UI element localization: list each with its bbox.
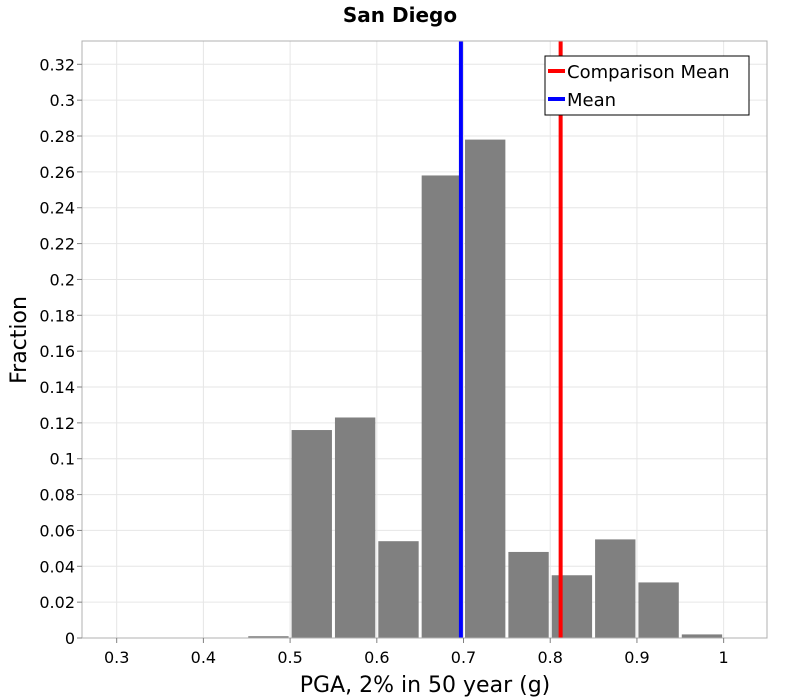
y-tick-label: 0.06 bbox=[39, 521, 75, 540]
histogram-bar bbox=[638, 582, 679, 638]
y-tick-label: 0.12 bbox=[39, 414, 75, 433]
y-tick-label: 0.08 bbox=[39, 486, 75, 505]
y-tick-label: 0.18 bbox=[39, 306, 75, 325]
histogram-bar bbox=[291, 430, 332, 638]
y-tick-label: 0.3 bbox=[50, 91, 75, 110]
x-axis-title: PGA, 2% in 50 year (g) bbox=[300, 673, 551, 698]
x-tick-label: 0.4 bbox=[191, 648, 216, 667]
plot-area-frame bbox=[81, 40, 768, 639]
x-tick-label: 0.5 bbox=[277, 648, 302, 667]
x-tick-label: 0.9 bbox=[624, 648, 649, 667]
x-tick-label: 0.3 bbox=[104, 648, 129, 667]
y-tick-label: 0.28 bbox=[39, 127, 75, 146]
histogram-bar bbox=[508, 551, 549, 638]
y-tick-label: 0.32 bbox=[39, 55, 75, 74]
y-tick-label: 0.26 bbox=[39, 163, 75, 182]
x-tick-label: 0.6 bbox=[364, 648, 389, 667]
histogram-bar bbox=[378, 541, 419, 638]
y-axis-title: Fraction bbox=[7, 296, 32, 384]
x-tick-label: 1 bbox=[719, 648, 729, 667]
x-axis-ticks: 0.3 0.4 0.5 0.6 0.7 0.8 0.9 1 bbox=[104, 638, 729, 667]
y-tick-label: 0.2 bbox=[50, 270, 75, 289]
histogram-bar bbox=[334, 417, 376, 638]
histogram-bar bbox=[681, 634, 723, 638]
y-tick-label: 0.02 bbox=[39, 593, 75, 612]
legend-label: Comparison Mean bbox=[567, 62, 730, 83]
y-tick-label: 0.16 bbox=[39, 342, 75, 361]
y-tick-label: 0.22 bbox=[39, 235, 75, 254]
legend-label: Mean bbox=[567, 90, 616, 111]
histogram-bar bbox=[465, 139, 506, 638]
y-tick-label: 0.04 bbox=[39, 557, 75, 576]
histogram-bar bbox=[421, 175, 463, 638]
legend: Comparison Mean Mean bbox=[544, 55, 750, 116]
legend-box bbox=[544, 55, 750, 116]
x-tick-label: 0.8 bbox=[538, 648, 563, 667]
histogram-bar bbox=[248, 636, 289, 638]
y-tick-label: 0.24 bbox=[39, 199, 75, 218]
chart-title: San Diego bbox=[343, 3, 457, 27]
histogram-bar bbox=[551, 575, 593, 638]
y-tick-label: 0 bbox=[65, 629, 75, 648]
y-axis-ticks: 0 0.02 0.04 0.06 0.08 0.1 0.12 0.14 0.16 0.18 0.2 0… bbox=[39, 55, 82, 648]
reference-lines bbox=[458, 41, 563, 638]
histogram-bars bbox=[248, 139, 723, 638]
y-tick-label: 0.14 bbox=[39, 378, 75, 397]
histogram-bar bbox=[595, 539, 636, 638]
x-tick-label: 0.7 bbox=[451, 648, 476, 667]
y-tick-label: 0.1 bbox=[50, 450, 75, 469]
